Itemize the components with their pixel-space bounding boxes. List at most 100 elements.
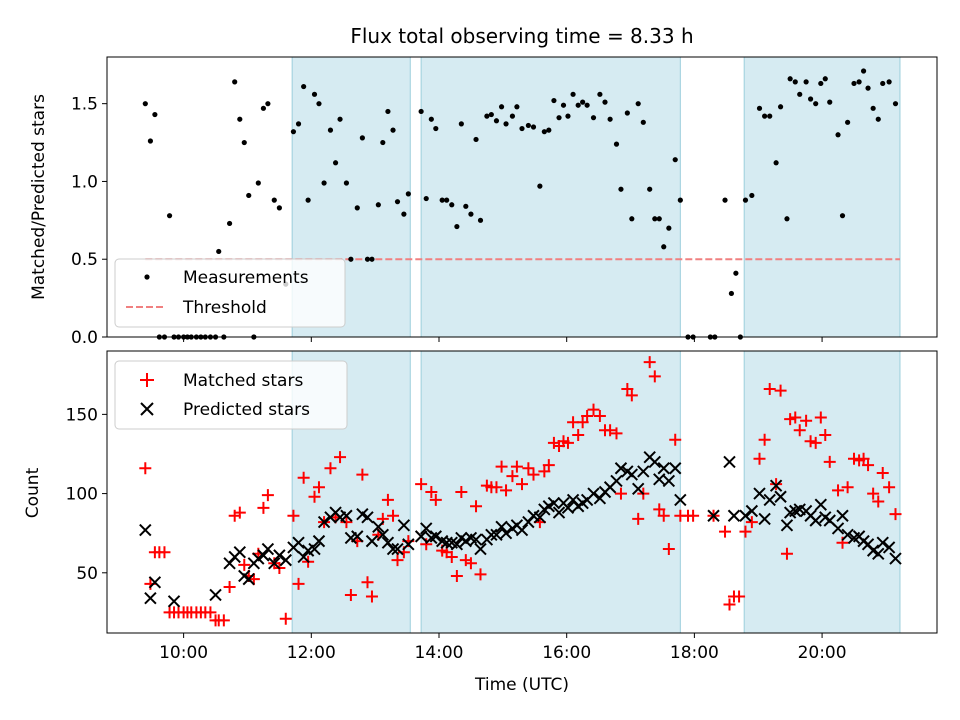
measurement-point-31: [295, 121, 302, 127]
matched-point-56: [429, 493, 442, 506]
predicted-point-16: [279, 553, 292, 567]
matched-point-26: [261, 489, 274, 502]
matched-point-72: [510, 460, 523, 473]
predicted-point-111: [831, 522, 845, 535]
predicted-point-41: [420, 522, 433, 535]
matched-point-65: [474, 568, 487, 581]
matched-point-118: [780, 547, 793, 560]
predicted-point-92: [723, 455, 736, 469]
predicted-point-31: [361, 511, 374, 524]
predicted-point-19: [297, 550, 310, 564]
matched-point-53: [415, 478, 428, 491]
legend-count: Matched stars Predicted stars: [114, 360, 348, 430]
predicted-point-12: [257, 549, 270, 562]
legend-ratio: Measurements Threshold: [114, 258, 346, 328]
predicted-point-15: [273, 549, 286, 562]
xtick-label-time-3: 16:00: [542, 643, 591, 663]
legend-threshold-label: Threshold: [182, 298, 267, 318]
measurement-point-99: [656, 216, 662, 222]
predicted-point-93: [727, 509, 741, 522]
measurement-point-76: [537, 183, 543, 189]
measurement-point-140: [892, 101, 899, 107]
predicted-point-38: [397, 519, 411, 532]
matched-point-111: [739, 525, 752, 538]
measurement-point-74: [525, 122, 531, 129]
measurement-point-48: [385, 108, 391, 115]
measurement-point-120: [787, 76, 793, 82]
predicted-point-1: [144, 591, 157, 605]
measurement-point-100: [661, 244, 667, 250]
predicted-point-74: [587, 487, 600, 500]
measurement-point-114: [756, 105, 763, 111]
predicted-point-99: [769, 479, 783, 492]
measurement-point-97: [647, 186, 653, 192]
measurement-point-134: [860, 68, 867, 74]
predicted-point-122: [889, 552, 902, 565]
x-axis-time: 10:00 12:00 14:00 16:00 18:00 20:00: [159, 633, 847, 663]
observing-span-2: [743, 56, 901, 338]
matched-point-55: [425, 486, 438, 498]
measurement-point-72: [514, 104, 520, 110]
measurement-point-123: [803, 79, 809, 85]
measurement-point-35: [316, 101, 322, 107]
measurement-point-44: [364, 256, 371, 262]
measurement-point-67: [488, 111, 494, 118]
legend-measurements-label: Measurements: [183, 268, 309, 288]
matched-point-49: [387, 509, 400, 522]
matched-point-59: [445, 550, 458, 563]
ytick-label-count-2: 150: [66, 405, 98, 425]
matched-point-35: [312, 481, 325, 494]
matched-point-134: [862, 459, 875, 472]
predicted-point-107: [809, 514, 822, 527]
predicted-point-27: [340, 509, 353, 522]
measurement-point-55: [428, 116, 434, 122]
count-points: [139, 356, 902, 627]
measurement-point-124: [807, 96, 814, 102]
measurement-point-37: [327, 127, 334, 133]
measurement-point-130: [839, 213, 846, 219]
measurement-point-135: [865, 85, 871, 91]
matched-point-85: [576, 416, 589, 429]
predicted-point-96: [753, 487, 766, 500]
matched-point-101: [662, 543, 675, 556]
ytick-label-count-0: 50: [76, 564, 98, 584]
measurement-point-27: [271, 197, 277, 203]
predicted-point-47: [450, 538, 464, 551]
matched-point-139: [889, 508, 902, 521]
predicted-point-60: [515, 523, 529, 537]
matched-point-112: [745, 516, 758, 529]
matched-point-110: [733, 590, 746, 603]
measurement-point-24: [255, 180, 261, 186]
ytick-label-ratio-3: 1.5: [71, 95, 98, 115]
predicted-point-45: [440, 536, 453, 549]
measurement-point-21: [241, 139, 247, 146]
predicted-point-112: [836, 509, 849, 522]
measurement-point-26: [265, 101, 271, 107]
measurement-point-57: [439, 197, 445, 203]
predicted-point-95: [745, 504, 759, 518]
matched-point-137: [876, 466, 889, 479]
measurement-point-75: [530, 124, 537, 130]
ytick-label-ratio-1: 0.5: [71, 250, 98, 270]
predicted-point-82: [631, 482, 645, 496]
predicted-point-0: [139, 523, 152, 537]
panel-ratio-frame: [106, 56, 938, 338]
predicted-point-2: [148, 576, 162, 589]
measurement-point-118: [777, 104, 784, 110]
measurement-point-63: [468, 211, 474, 217]
measurement-point-93: [624, 110, 630, 116]
matched-point-4: [158, 546, 171, 559]
matched-point-71: [506, 470, 519, 483]
measurement-point-98: [652, 216, 658, 222]
predicted-point-23: [317, 515, 331, 529]
chart-title: Flux total observing time = 8.33 h: [350, 24, 693, 48]
predicted-point-9: [242, 572, 255, 586]
matched-point-119: [784, 413, 797, 426]
matched-point-117: [774, 384, 787, 397]
measurement-point-73: [519, 125, 525, 132]
predicted-point-56: [495, 520, 508, 534]
matched-point-14: [204, 606, 217, 619]
predicted-point-18: [292, 536, 305, 549]
x-ticks-ratio: [183, 337, 823, 342]
y-axis-count: 50 100 150: [66, 405, 107, 584]
